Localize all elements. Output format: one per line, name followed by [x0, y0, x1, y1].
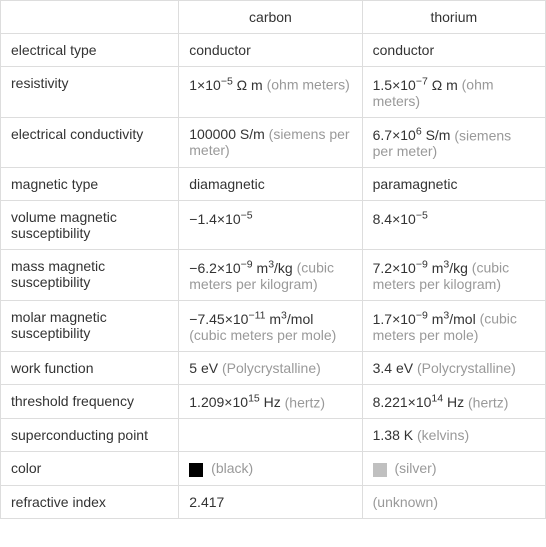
cell-carbon: 2.417: [179, 485, 362, 518]
row-label: work function: [1, 351, 179, 384]
cell-carbon: 1.209×1015 Hz (hertz): [179, 384, 362, 419]
cell-carbon: −7.45×10−11 m3/mol (cubic meters per mol…: [179, 300, 362, 351]
table-row: resistivity1×10−5 Ω m (ohm meters)1.5×10…: [1, 67, 546, 118]
value-main: 1.209×1015 Hz: [189, 394, 280, 410]
table-row: electrical type conductor conductor: [1, 34, 546, 67]
value-main: diamagnetic: [189, 176, 265, 192]
row-label: mass magnetic susceptibility: [1, 250, 179, 301]
row-label: magnetic type: [1, 168, 179, 201]
value-unit: (black): [207, 460, 253, 476]
value-unit: (Polycrystalline): [218, 360, 321, 376]
cell-thorium: paramagnetic: [362, 168, 545, 201]
value-main: 8.221×1014 Hz: [373, 394, 464, 410]
value-unit: (kelvins): [413, 427, 469, 443]
cell-carbon: 5 eV (Polycrystalline): [179, 351, 362, 384]
cell-thorium: 7.2×10−9 m3/kg (cubic meters per kilogra…: [362, 250, 545, 301]
table-row: mass magnetic susceptibility−6.2×10−9 m3…: [1, 250, 546, 301]
cell-carbon: −6.2×10−9 m3/kg (cubic meters per kilogr…: [179, 250, 362, 301]
cell-thorium: 8.4×10−5: [362, 201, 545, 250]
cell-carbon: conductor: [179, 34, 362, 67]
value-main: −7.45×10−11 m3/mol: [189, 311, 313, 327]
value-unit: (ohm meters): [263, 77, 350, 93]
value-main: 2.417: [189, 494, 224, 510]
table-row: refractive index 2.417 (unknown): [1, 485, 546, 518]
table-row: superconducting point 1.38 K (kelvins): [1, 419, 546, 452]
table-body: electrical type conductor conductor resisti…: [1, 34, 546, 519]
value-main: 3.4 eV: [373, 360, 413, 376]
value-unit: (silver): [391, 460, 437, 476]
table-row: threshold frequency1.209×1015 Hz (hertz)…: [1, 384, 546, 419]
cell-carbon: diamagnetic: [179, 168, 362, 201]
cell-thorium: 8.221×1014 Hz (hertz): [362, 384, 545, 419]
table-row: volume magnetic susceptibility −1.4×10−5 8…: [1, 201, 546, 250]
row-label: resistivity: [1, 67, 179, 118]
value-main: paramagnetic: [373, 176, 458, 192]
row-label: color: [1, 452, 179, 485]
row-label: threshold frequency: [1, 384, 179, 419]
row-label: molar magnetic susceptibility: [1, 300, 179, 351]
color-swatch: [189, 463, 203, 477]
value-main: 100000 S/m: [189, 126, 265, 142]
cell-thorium: (unknown): [362, 485, 545, 518]
cell-thorium: 1.38 K (kelvins): [362, 419, 545, 452]
row-label: electrical type: [1, 34, 179, 67]
table-row: magnetic type diamagnetic paramagnetic: [1, 168, 546, 201]
cell-carbon: [179, 419, 362, 452]
row-label: volume magnetic susceptibility: [1, 201, 179, 250]
value-main: −1.4×10−5: [189, 211, 252, 227]
cell-carbon: (black): [179, 452, 362, 485]
value-main: 8.4×10−5: [373, 211, 428, 227]
header-carbon: carbon: [179, 1, 362, 34]
value-main: −6.2×10−9 m3/kg: [189, 260, 292, 276]
table-row: work function5 eV (Polycrystalline)3.4 e…: [1, 351, 546, 384]
table-row: molar magnetic susceptibility−7.45×10−11…: [1, 300, 546, 351]
cell-thorium: 1.5×10−7 Ω m (ohm meters): [362, 67, 545, 118]
value-unit: (Polycrystalline): [413, 360, 516, 376]
cell-thorium: 3.4 eV (Polycrystalline): [362, 351, 545, 384]
table-row: color (black) (silver): [1, 452, 546, 485]
value-main: conductor: [373, 42, 434, 58]
table-row: electrical conductivity100000 S/m (sieme…: [1, 117, 546, 168]
value-main: 7.2×10−9 m3/kg: [373, 260, 468, 276]
row-label: refractive index: [1, 485, 179, 518]
cell-thorium: conductor: [362, 34, 545, 67]
value-unit: (unknown): [373, 494, 438, 510]
value-main: 6.7×106 S/m: [373, 127, 451, 143]
value-main: 1.38 K: [373, 427, 413, 443]
cell-carbon: 100000 S/m (siemens per meter): [179, 117, 362, 168]
value-main: 1.5×10−7 Ω m: [373, 77, 458, 93]
header-thorium: thorium: [362, 1, 545, 34]
value-main: 1.7×10−9 m3/mol: [373, 311, 476, 327]
value-unit: (hertz): [464, 394, 508, 410]
cell-thorium: 1.7×10−9 m3/mol (cubic meters per mole): [362, 300, 545, 351]
table-header-row: carbon thorium: [1, 1, 546, 34]
properties-table: carbon thorium electrical type conductor c…: [0, 0, 546, 519]
row-label: superconducting point: [1, 419, 179, 452]
header-empty: [1, 1, 179, 34]
cell-carbon: 1×10−5 Ω m (ohm meters): [179, 67, 362, 118]
cell-carbon: −1.4×10−5: [179, 201, 362, 250]
value-unit: (hertz): [281, 394, 325, 410]
value-main: conductor: [189, 42, 250, 58]
cell-thorium: (silver): [362, 452, 545, 485]
value-unit: (cubic meters per mole): [189, 327, 336, 343]
color-swatch: [373, 463, 387, 477]
value-main: 1×10−5 Ω m: [189, 77, 262, 93]
cell-thorium: 6.7×106 S/m (siemens per meter): [362, 117, 545, 168]
value-main: 5 eV: [189, 360, 218, 376]
row-label: electrical conductivity: [1, 117, 179, 168]
